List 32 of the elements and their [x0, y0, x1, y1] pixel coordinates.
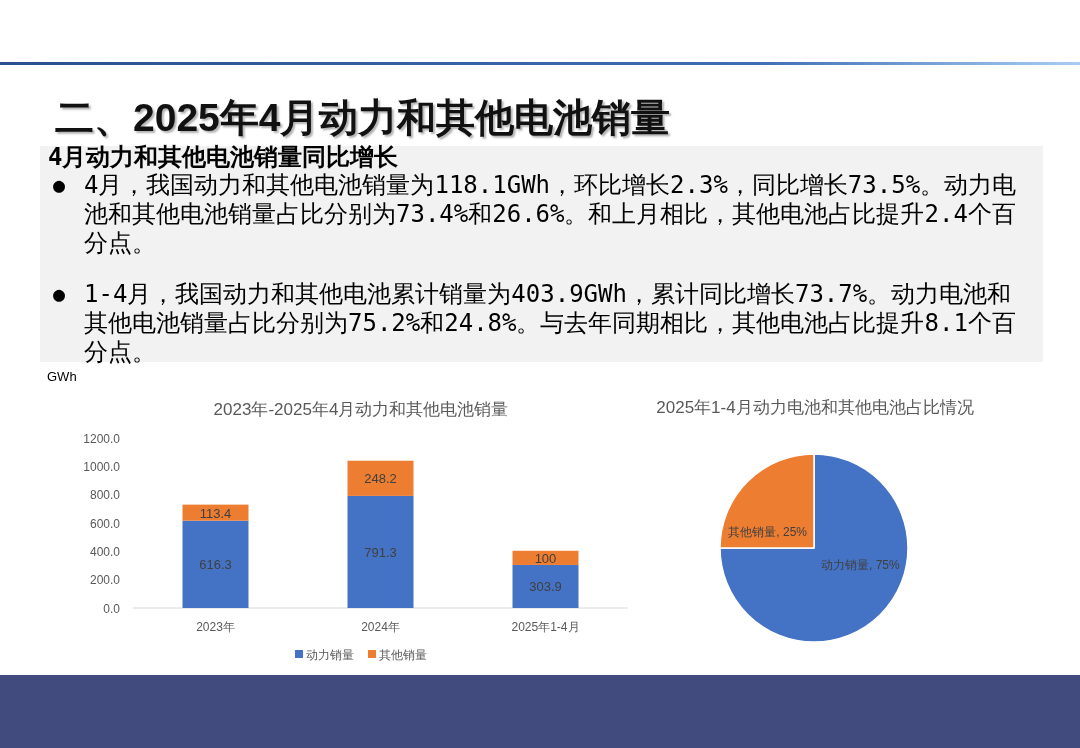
slice-label: 动力销量, 75% [821, 558, 901, 573]
y-tick-label: 1200.0 [83, 431, 121, 446]
y-axis-title: GWh [47, 369, 77, 384]
data-label: 100 [534, 550, 557, 566]
x-tick-label: 2023年 [196, 620, 235, 634]
text: ● 4月，我国动力和其他电池销量为118.1GWh，环比增长2.3%，同比增长73.5%。动力电池和其他电池销量占比分别为73.4%和26.6%。和上月相比，其他电池占比提升2.4个百分点。 [53, 171, 1017, 257]
data-label: 248.2 [364, 471, 397, 487]
data-label: 616.3 [199, 557, 232, 573]
data-label: 791.3 [364, 544, 397, 560]
legend-label: 动力销量 [306, 647, 354, 662]
chart-title: 2023年-2025年4月动力和其他电池销量 [213, 400, 509, 419]
data-label: 303.9 [529, 579, 562, 595]
x-tick-label: 2024年 [361, 620, 400, 634]
y-tick-label: 800.0 [89, 488, 121, 503]
text: ● 1-4月，我国动力和其他电池累计销量为403.9GWh，累计同比增长73.7%。动力电池和其他电池销量占比分别为75.2%和24.8%。与去年同期相比，其他电池占比提升8.1个百分点。 [53, 280, 1016, 366]
bar [512, 564, 579, 608]
x-tick-label: 2025年1-4月 [511, 620, 580, 634]
legend-label: 其他销量 [379, 647, 427, 662]
text: 二、2025年4月动力和其他电池销量 [55, 96, 671, 139]
bar [347, 495, 414, 608]
text: 4月动力和其他电池销量同比增长 [47, 143, 400, 171]
y-tick-label: 400.0 [89, 544, 121, 559]
pie-slice [719, 453, 909, 643]
bar [182, 520, 249, 608]
slice-label: 其他销量, 25% [728, 524, 808, 539]
bar [347, 460, 414, 496]
data-label: 113.4 [199, 505, 232, 521]
y-tick-label: 200.0 [89, 573, 121, 588]
y-tick-label: 0.0 [103, 601, 121, 616]
y-tick-label: 1000.0 [83, 459, 121, 474]
y-tick-label: 600.0 [89, 516, 121, 531]
chart-title: 2025年1-4月动力电池和其他电池占比情况 [656, 398, 974, 417]
